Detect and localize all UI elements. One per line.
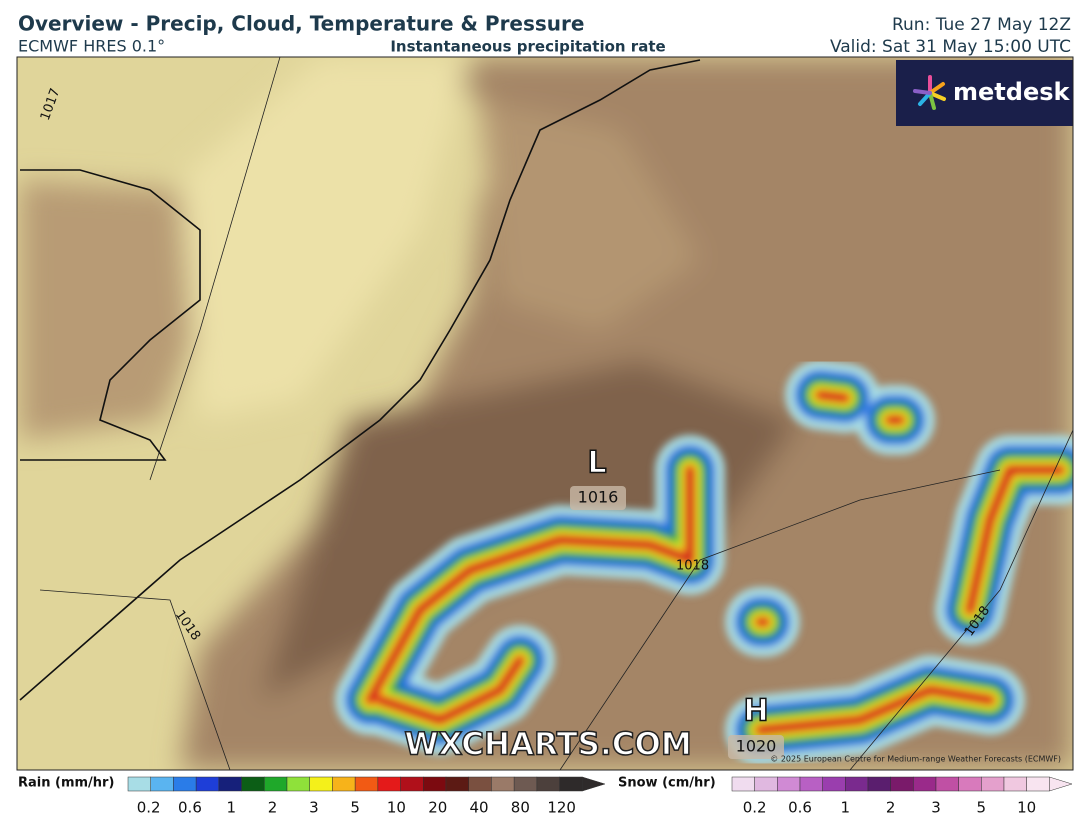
- legend-swatch: [286, 776, 310, 792]
- legend-swatch: [377, 776, 401, 792]
- legend-tick-label: 5: [350, 799, 360, 817]
- copyright: © 2025 European Centre for Medium-range …: [770, 755, 1061, 764]
- legend-swatch: [913, 776, 937, 792]
- rain-legend-label: Rain (mm/hr): [18, 776, 114, 791]
- legend-tick-label: 2: [886, 799, 896, 817]
- legend-tick-label: 2: [268, 799, 278, 817]
- legend-tick-label: 20: [428, 799, 447, 817]
- legend-tick-label: 1: [226, 799, 236, 817]
- legend-swatch: [264, 776, 288, 792]
- legend-swatch: [150, 776, 174, 792]
- legend-tick-label: 10: [1017, 799, 1036, 817]
- legend-swatch: [195, 776, 220, 792]
- legend-swatch: [867, 776, 891, 792]
- legend-swatch: [127, 776, 151, 792]
- low-label: L: [587, 446, 606, 481]
- legend-tick-label: 120: [547, 799, 576, 817]
- legend-swatch: [400, 776, 424, 792]
- legend-swatch: [332, 776, 356, 792]
- legend-tick-label: 0.6: [788, 799, 812, 817]
- legend-tick-label: 1: [841, 799, 851, 817]
- precip: [757, 687, 993, 733]
- precip: [367, 467, 693, 703]
- legend-swatch: [491, 776, 515, 792]
- legend-swatch: [935, 776, 959, 792]
- high-label: H: [743, 694, 768, 729]
- legend-tick-label: 0.2: [137, 799, 161, 817]
- run: Run: Tue 27 May 12Z: [892, 15, 1071, 35]
- legend-tick-label: 3: [931, 799, 941, 817]
- legend-tick-label: 0.6: [178, 799, 202, 817]
- precip: [817, 392, 848, 401]
- legend-arrow: [1049, 776, 1073, 792]
- legend-swatch: [559, 776, 583, 792]
- legend-tick-label: 0.2: [743, 799, 767, 817]
- high-value: 1020: [736, 737, 777, 756]
- legend-swatch: [1026, 776, 1050, 792]
- watermark: WXCHARTS.COM: [404, 727, 691, 763]
- legend-swatch: [309, 776, 333, 792]
- legend-swatch: [890, 776, 914, 792]
- title: Overview - Precip, Cloud, Temperature & …: [18, 12, 584, 36]
- legend-swatch: [731, 776, 755, 792]
- legend-swatch: [1003, 776, 1027, 792]
- snow-legend-label: Snow (cm/hr): [618, 776, 716, 791]
- legend-swatch: [754, 776, 778, 792]
- legend-swatch: [423, 776, 447, 792]
- legend-swatch: [354, 776, 379, 792]
- legend-swatch: [445, 776, 469, 792]
- model: ECMWF HRES 0.1°: [18, 37, 165, 56]
- legend-tick-label: 40: [469, 799, 488, 817]
- subtitle: Instantaneous precipitation rate: [390, 38, 665, 56]
- isobar-label: 1018: [676, 559, 709, 574]
- legend-swatch: [845, 776, 869, 792]
- legend-swatch: [777, 776, 801, 792]
- legend-tick-label: 3: [309, 799, 319, 817]
- legend-swatch: [981, 776, 1005, 792]
- legend-swatch: [241, 776, 265, 792]
- legend-arrow: [582, 776, 606, 792]
- valid: Valid: Sat 31 May 15:00 UTC: [830, 37, 1071, 57]
- low-value: 1016: [578, 488, 619, 507]
- map: 1017 1018 1018 1018 L 1016 H 1020 WXCHAR…: [17, 57, 1073, 770]
- legend-swatch: [822, 776, 846, 792]
- legend-swatch: [173, 776, 197, 792]
- legend-swatch: [218, 776, 242, 792]
- legend-tick-label: 80: [511, 799, 530, 817]
- precip: [967, 467, 1063, 613]
- legend-swatch: [513, 776, 538, 792]
- legend-swatch: [799, 776, 823, 792]
- legend-swatch: [958, 776, 982, 792]
- legend-swatch: [536, 776, 560, 792]
- legend-tick-label: 5: [977, 799, 987, 817]
- legend-tick-label: 10: [387, 799, 406, 817]
- legend-swatch: [468, 776, 492, 792]
- logo: metdesk: [953, 78, 1071, 106]
- precip: [377, 657, 523, 723]
